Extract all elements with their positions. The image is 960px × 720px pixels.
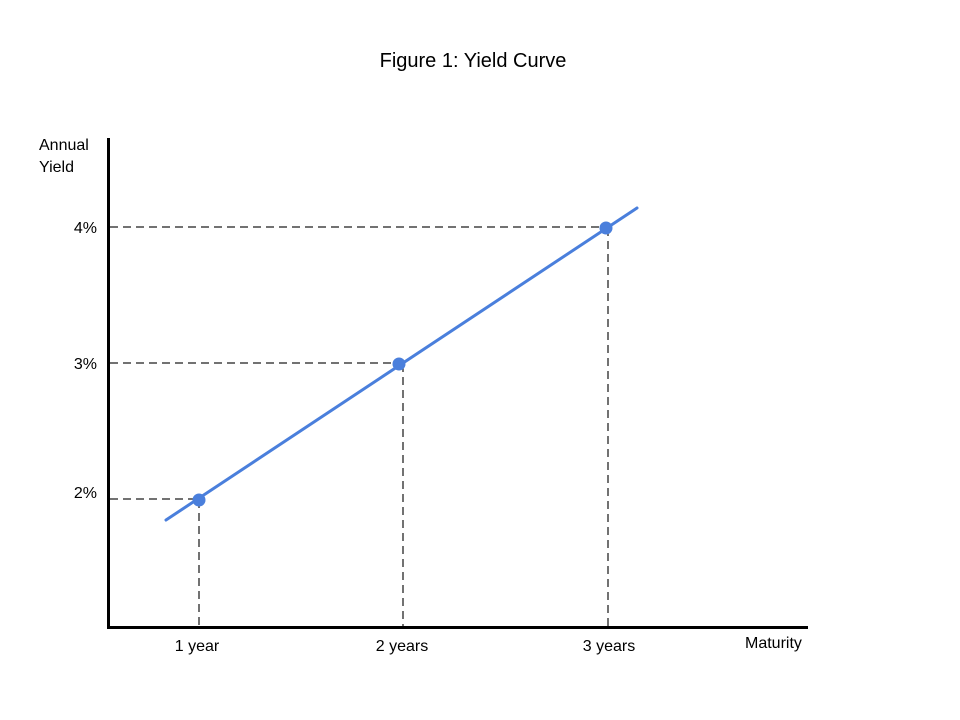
y-axis-label-line2: Yield (39, 159, 74, 176)
chart-title: Figure 1: Yield Curve (379, 50, 567, 72)
data-point-2-years[interactable] (392, 357, 406, 371)
y-tick-3: 3% (73, 356, 97, 373)
data-point-3-years[interactable] (599, 221, 613, 235)
y-axis-label-line1: Annual (39, 137, 89, 154)
y-tick-2: 2% (73, 485, 97, 502)
y-tick-4: 4% (73, 220, 97, 237)
guide-lines (110, 226, 609, 627)
y-axis-label: Annual Yield (39, 135, 89, 179)
x-tick-2-years: 2 years (375, 638, 429, 655)
x-axis-label: Maturity (745, 635, 802, 652)
x-tick-1-year: 1 year (174, 638, 220, 655)
data-point-1-year[interactable] (192, 493, 206, 507)
x-tick-3-years: 3 years (582, 638, 636, 655)
